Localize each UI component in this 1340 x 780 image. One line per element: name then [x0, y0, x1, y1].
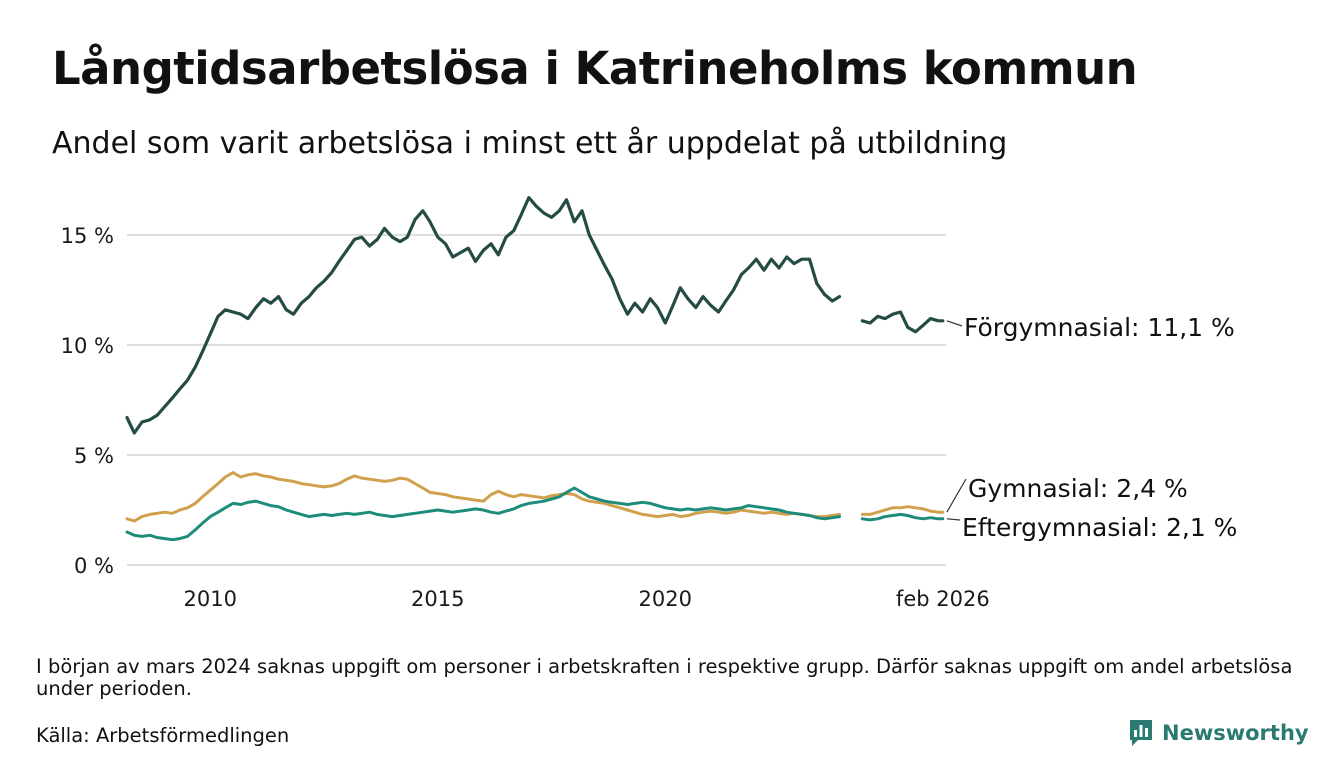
series-line-gymnasial-1 — [125, 471, 841, 523]
chart-source: Källa: Arbetsförmedlingen — [36, 724, 290, 747]
brand-name: Newsworthy — [1162, 721, 1309, 745]
series-line-gymnasial-2 — [860, 505, 945, 516]
series-line-eftergymnasial-1 — [125, 486, 841, 542]
series-label-forgymnasial: Förgymnasial: 11,1 % — [964, 313, 1235, 342]
chart-subtitle: Andel som varit arbetslösa i minst ett å… — [52, 126, 1008, 161]
label-connector — [946, 518, 961, 521]
y-tick-label: 10 % — [61, 334, 114, 358]
x-tick-label: 2020 — [639, 587, 692, 611]
series-line-forgymnasial-2 — [860, 310, 945, 334]
series-line-forgymnasial-1 — [125, 196, 842, 435]
series-label-eftergymnasial: Eftergymnasial: 2,1 % — [962, 513, 1237, 542]
x-tick-label: 2010 — [184, 587, 237, 611]
y-tick-label: 5 % — [74, 444, 114, 468]
series-line-eftergymnasial-2 — [860, 512, 945, 522]
gridlines: 0 % 5 % 10 % 15 % 2010 2015 2020 feb 2026 — [61, 224, 990, 611]
y-tick-label: 0 % — [74, 554, 114, 578]
label-connector — [946, 478, 967, 513]
x-tick-label: feb 2026 — [896, 587, 990, 611]
line-chart: 0 % 5 % 10 % 15 % 2010 2015 2020 feb 2026 Förgy… — [61, 196, 1237, 611]
brand-logo: Newsworthy — [1128, 716, 1309, 750]
newsworthy-logo-icon — [1130, 720, 1152, 746]
y-tick-label: 15 % — [61, 224, 114, 248]
series-label-gymnasial: Gymnasial: 2,4 % — [968, 474, 1188, 503]
chart-title: Långtidsarbetslösa i Katrineholms kommun — [52, 42, 1138, 95]
x-tick-label: 2015 — [411, 587, 464, 611]
label-connector — [946, 320, 963, 327]
series-lines — [125, 196, 945, 542]
series-labels: Förgymnasial: 11,1 % Gymnasial: 2,4 % Efte… — [946, 313, 1237, 542]
chart-footnote: I början av mars 2024 saknas uppgift om … — [36, 655, 1293, 700]
